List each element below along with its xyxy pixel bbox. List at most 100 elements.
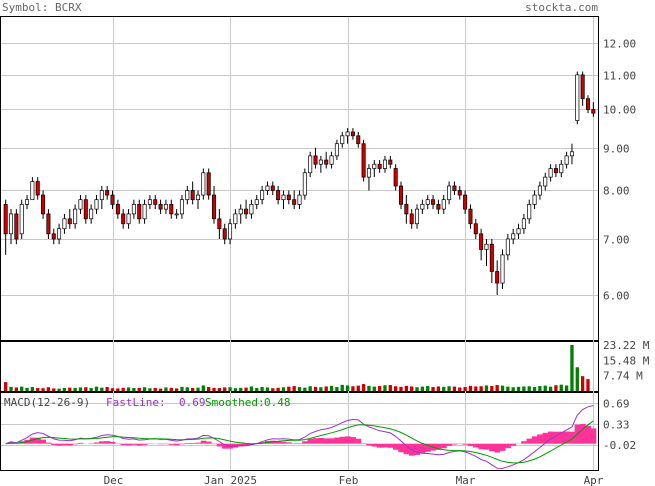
candle-body xyxy=(73,208,78,225)
volume-bar xyxy=(73,387,77,391)
macd-histogram-bar xyxy=(462,443,469,445)
price-tick-label: 6.00 xyxy=(603,290,630,303)
volume-tick-label: 15.48 M xyxy=(603,354,650,367)
volume-bar xyxy=(239,387,243,391)
candle-body xyxy=(452,185,457,191)
candle-body xyxy=(260,190,265,201)
candle-body xyxy=(377,163,382,169)
volume-bar xyxy=(132,388,136,391)
volume-bar xyxy=(228,387,232,391)
volume-bar xyxy=(223,387,227,391)
candle-body xyxy=(195,194,201,201)
volume-bar xyxy=(468,385,473,391)
candle-body xyxy=(265,185,270,191)
macd-histogram-bar xyxy=(286,442,292,444)
price-series xyxy=(3,71,596,295)
candle-body xyxy=(564,155,569,165)
volume-bar xyxy=(559,384,563,391)
macd-histogram-bar xyxy=(222,443,228,449)
candle-body xyxy=(500,254,505,284)
macd-series xyxy=(5,405,597,469)
date-tick-label: Jan 2025 xyxy=(204,474,257,486)
macd-histogram-bar xyxy=(521,441,527,444)
volume-bar xyxy=(452,386,457,391)
volume-axis-labels: 23.22 M 15.48 M 7.74 M xyxy=(603,339,650,383)
volume-bar xyxy=(484,385,489,391)
candle-body xyxy=(131,204,136,215)
volume-bar xyxy=(297,387,302,391)
candle-body xyxy=(35,181,40,196)
candle-body xyxy=(366,168,371,178)
volume-bar xyxy=(436,386,441,391)
volume-bar xyxy=(68,387,72,391)
volume-bar xyxy=(287,386,291,391)
volume-bar xyxy=(94,386,99,391)
volume-bar xyxy=(394,386,398,391)
macd-histogram-bar xyxy=(371,443,378,447)
candle-body xyxy=(468,208,473,225)
volume-bar xyxy=(292,386,296,391)
macd-histogram-bar xyxy=(569,431,575,444)
candle-body xyxy=(249,204,254,215)
candle-body xyxy=(281,194,286,201)
volume-bar xyxy=(57,388,61,391)
volume-bar xyxy=(14,387,19,391)
candle-body xyxy=(393,168,398,187)
macd-histogram-bar xyxy=(419,443,426,454)
candle-body xyxy=(553,168,558,174)
macd-histogram-bar xyxy=(120,443,127,446)
candle-body xyxy=(126,213,131,225)
date-tick-label: Apr xyxy=(584,474,604,486)
volume-bar xyxy=(100,387,104,391)
candle-body xyxy=(238,208,243,215)
volume-bar xyxy=(377,386,382,391)
candle-body xyxy=(30,181,35,201)
candle-body xyxy=(99,190,104,201)
volume-bar xyxy=(399,386,403,391)
candle-body xyxy=(228,223,233,240)
volume-bar xyxy=(383,385,387,391)
volume-bar xyxy=(580,376,585,391)
volume-bar xyxy=(169,387,173,391)
price-tick-label: 9.00 xyxy=(603,143,630,156)
macd-histogram-bar xyxy=(478,443,485,450)
volume-bar xyxy=(148,388,152,391)
candle-body xyxy=(521,218,526,230)
macd-histogram-bar xyxy=(542,432,549,444)
macd-histogram-bar xyxy=(136,443,143,446)
volume-bar xyxy=(126,387,131,391)
volume-bar xyxy=(463,387,467,391)
macd-histogram-bar xyxy=(51,443,57,445)
candle-body xyxy=(532,194,537,205)
volume-bar xyxy=(46,387,51,391)
candle-body xyxy=(559,163,564,174)
candle-body xyxy=(217,218,222,230)
macd-title: MACD(12-26-9) xyxy=(4,396,90,409)
macd-histogram-bar xyxy=(296,443,303,444)
volume-bar xyxy=(142,387,147,391)
macd-tick-label: 0.69 xyxy=(603,397,630,410)
candle-body xyxy=(67,218,72,225)
candle-body xyxy=(158,204,163,210)
candle-body xyxy=(479,233,484,250)
candle-body xyxy=(313,155,318,165)
macd-histogram-bar xyxy=(553,431,559,444)
macd-histogram-bar xyxy=(280,441,287,444)
volume-bar xyxy=(121,387,125,391)
macd-histogram-bar xyxy=(131,443,137,445)
volume-bar xyxy=(543,385,547,391)
volume-bar xyxy=(490,386,494,391)
volume-bar xyxy=(255,388,259,391)
candle-body xyxy=(334,143,339,157)
macd-histogram-bar xyxy=(141,443,148,445)
volume-bar xyxy=(506,386,510,391)
macd-histogram-bar xyxy=(355,438,362,444)
macd-histogram-bar xyxy=(526,438,533,444)
volume-bar xyxy=(276,387,280,391)
candle-body xyxy=(580,74,585,100)
candle-body xyxy=(356,135,361,145)
macd-histogram-bar xyxy=(275,441,282,444)
candle-body xyxy=(484,243,489,250)
